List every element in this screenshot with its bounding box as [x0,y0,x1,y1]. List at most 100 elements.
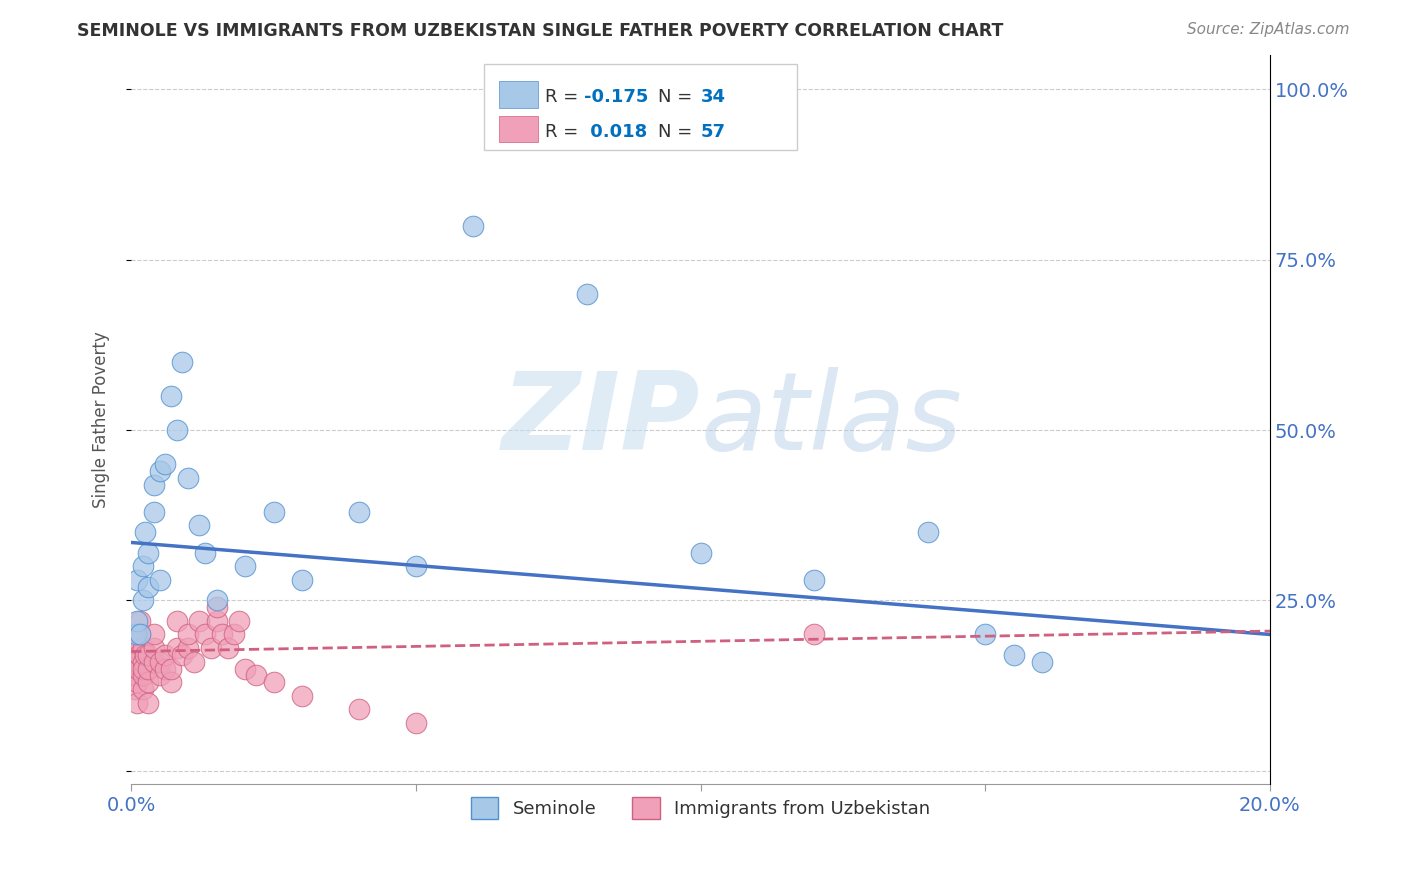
Text: 57: 57 [700,123,725,141]
Point [205,614,228,628]
Point [131,641,153,656]
Point [405,716,427,731]
Point [125,675,148,690]
Point [263,505,285,519]
Point [194,546,217,560]
FancyBboxPatch shape [499,116,537,143]
Point [160,389,183,403]
Point [149,655,172,669]
Point [134,648,156,662]
Point [166,423,188,437]
Text: R =: R = [544,123,583,141]
Point [128,648,150,662]
Point [136,696,159,710]
Point [160,675,183,690]
Y-axis label: Single Father Poverty: Single Father Poverty [93,332,110,508]
Point [183,655,205,669]
Point [177,627,200,641]
Point [136,546,159,560]
Point [205,600,228,615]
Point [228,614,250,628]
Point [124,681,146,696]
Point [134,525,156,540]
Text: R =: R = [544,88,583,106]
Point [211,627,233,641]
Point [128,627,150,641]
Point [125,662,148,676]
Point [166,614,188,628]
Text: N =: N = [658,88,699,106]
Point [142,655,165,669]
Point [121,648,143,662]
Text: atlas: atlas [700,368,963,472]
Point [205,593,228,607]
Point [177,471,200,485]
Point [188,614,211,628]
Point [166,641,188,656]
Point [1002,648,1025,662]
Point [149,464,172,478]
Point [291,689,314,703]
Point [142,641,165,656]
Point [131,593,153,607]
Point [188,518,211,533]
Point [917,525,939,540]
Point [155,457,177,471]
Point [149,573,172,587]
Point [149,668,172,682]
Point [142,505,165,519]
Point [974,627,997,641]
Point [131,559,153,574]
Point [142,627,165,641]
Point [347,702,370,716]
Text: Source: ZipAtlas.com: Source: ZipAtlas.com [1187,22,1350,37]
Point [125,634,148,648]
Point [347,505,370,519]
FancyBboxPatch shape [499,81,537,108]
Point [125,614,148,628]
Point [142,477,165,491]
Point [125,573,148,587]
Point [172,648,194,662]
Point [122,655,145,669]
Point [405,559,427,574]
Text: 34: 34 [700,88,725,106]
Point [136,648,159,662]
Point [194,627,217,641]
Point [291,573,314,587]
Point [131,655,153,669]
Point [803,627,825,641]
Point [122,668,145,682]
Point [217,641,239,656]
Point [233,559,256,574]
Text: ZIP: ZIP [502,367,700,473]
Point [200,641,222,656]
Point [125,668,148,682]
Text: 0.018: 0.018 [585,123,648,141]
Point [125,627,148,641]
Point [160,662,183,676]
Point [172,355,194,369]
Text: SEMINOLE VS IMMIGRANTS FROM UZBEKISTAN SINGLE FATHER POVERTY CORRELATION CHART: SEMINOLE VS IMMIGRANTS FROM UZBEKISTAN S… [77,22,1004,40]
Point [128,614,150,628]
Point [689,546,711,560]
Point [263,675,285,690]
Text: N =: N = [658,123,699,141]
Point [245,668,267,682]
Point [222,627,245,641]
Point [136,675,159,690]
Point [124,641,146,656]
Point [125,696,148,710]
Point [461,219,484,233]
Point [127,662,149,676]
Point [233,662,256,676]
Point [131,668,153,682]
FancyBboxPatch shape [484,64,797,150]
Point [803,573,825,587]
Point [125,655,148,669]
Legend: Seminole, Immigrants from Uzbekistan: Seminole, Immigrants from Uzbekistan [464,790,938,827]
Point [136,580,159,594]
Point [131,681,153,696]
Point [128,627,150,641]
Text: -0.175: -0.175 [585,88,648,106]
